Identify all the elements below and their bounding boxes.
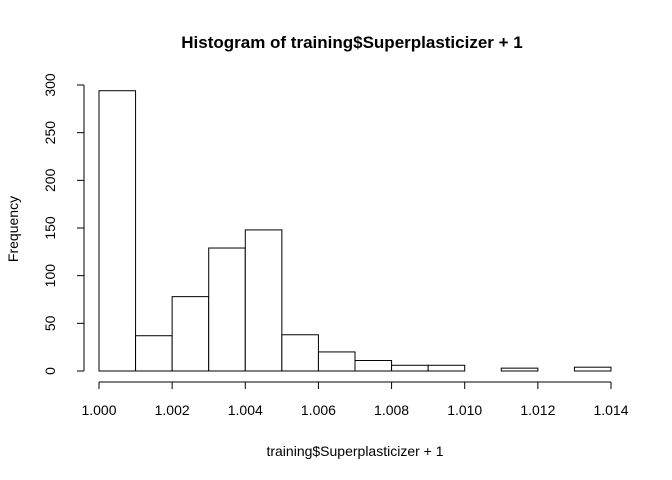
x-axis: 1.000 1.002 1.004 1.006 1.008 1.010 1.012 1.014 <box>81 381 629 418</box>
bars-group <box>98 90 612 372</box>
x-tick-label-6: 1.012 <box>520 402 555 418</box>
histogram-bar-11 <box>500 367 539 372</box>
histogram-bar-8 <box>391 364 429 372</box>
histogram-bar-3 <box>208 247 246 372</box>
y-tick-label-2: 100 <box>42 264 58 288</box>
x-tick-label-7: 1.014 <box>593 402 628 418</box>
y-tick-label-1: 50 <box>42 315 58 331</box>
y-tick-label-6: 300 <box>42 73 58 97</box>
y-tick-label-3: 150 <box>42 216 58 240</box>
y-axis: 0 50 100 150 200 250 300 <box>42 73 85 375</box>
histogram-bar-7 <box>354 360 393 372</box>
histogram-bar-1 <box>135 335 173 372</box>
histogram-bar-6 <box>317 351 356 372</box>
x-tick-label-3: 1.006 <box>301 402 336 418</box>
chart-title: Histogram of training$Superplasticizer +… <box>181 33 523 52</box>
histogram-bar-13 <box>573 366 612 372</box>
x-tick-label-4: 1.008 <box>374 402 409 418</box>
x-tick-label-2: 1.004 <box>228 402 263 418</box>
x-axis-label: training$Superplasticizer + 1 <box>266 443 443 459</box>
histogram-bar-2 <box>171 296 210 372</box>
x-tick-label-1: 1.002 <box>155 402 190 418</box>
histogram-bar-5 <box>281 334 319 372</box>
y-tick-label-4: 200 <box>42 168 58 192</box>
histogram-bar-0 <box>98 90 137 372</box>
y-tick-label-5: 250 <box>42 121 58 145</box>
y-axis-label: Frequency <box>5 196 21 262</box>
y-tick-label-0: 0 <box>42 367 58 375</box>
histogram-bar-4 <box>244 229 283 372</box>
x-tick-label-0: 1.000 <box>81 402 116 418</box>
x-tick-label-5: 1.010 <box>447 402 482 418</box>
histogram-bar-9 <box>427 364 466 372</box>
